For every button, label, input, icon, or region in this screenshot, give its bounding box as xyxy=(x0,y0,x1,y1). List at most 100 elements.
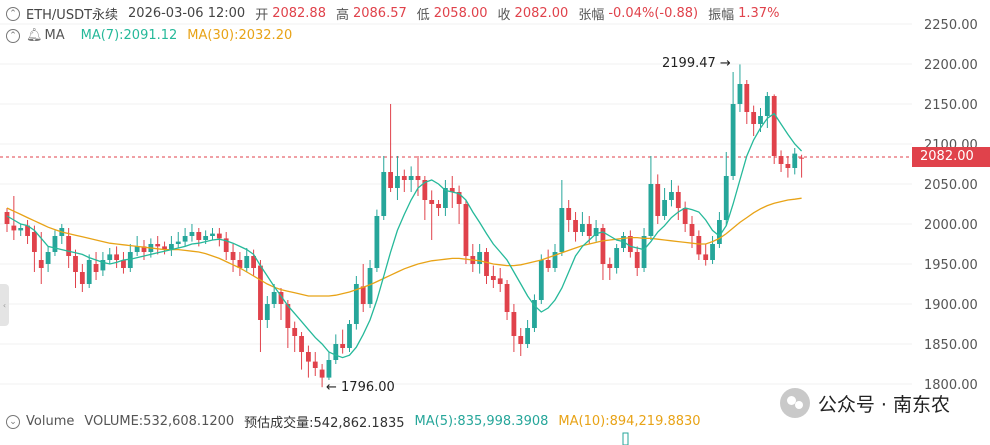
candle-body xyxy=(422,180,428,200)
candle-body xyxy=(258,265,263,320)
candle-body xyxy=(360,286,366,304)
candle-body xyxy=(696,236,702,255)
candle-body xyxy=(504,284,510,312)
close-value: 2082.00 xyxy=(514,6,569,21)
candle-body xyxy=(566,208,572,220)
price-tick-label: 1900.00 xyxy=(924,298,978,313)
candle-body xyxy=(525,328,530,344)
ma7-value: MA(7):2091.12 xyxy=(80,28,178,43)
candle-body xyxy=(395,176,400,188)
candle-body xyxy=(374,216,380,268)
change-label: 张幅 xyxy=(578,8,605,23)
close-label: 收 xyxy=(497,8,511,23)
price-tick-label: 2250.00 xyxy=(924,18,978,33)
candle-body xyxy=(689,224,695,236)
candle-body xyxy=(552,252,558,268)
volume-value: VOLUME:532,608.1200 xyxy=(84,414,235,429)
candle-body xyxy=(463,204,469,256)
volume-ma10: MA(10):894,219.8830 xyxy=(558,414,701,429)
candle-body xyxy=(319,369,325,378)
symbol-label: ETH/USDT永续 xyxy=(26,8,119,23)
collapse-chevron-icon[interactable]: ⌃ xyxy=(6,28,20,43)
candle-body xyxy=(11,225,17,231)
candle-body xyxy=(223,238,229,252)
candle-body xyxy=(299,336,304,352)
candle-body xyxy=(634,252,640,268)
candle-body xyxy=(100,260,106,271)
ma30-value: MA(30):2032.20 xyxy=(187,28,293,43)
candle-body xyxy=(730,104,736,176)
candle-body xyxy=(189,232,195,236)
candle-body xyxy=(580,224,585,232)
candle-body xyxy=(627,236,633,252)
candle-body xyxy=(559,208,565,252)
candle-body xyxy=(401,176,407,180)
candle-body xyxy=(73,256,78,272)
candle-body xyxy=(182,236,188,242)
candle-body xyxy=(45,252,51,264)
open-label: 开 xyxy=(255,8,269,23)
candle-body xyxy=(648,184,654,236)
candle-body xyxy=(799,157,804,159)
low-annotation: ← 1796.00 xyxy=(326,380,395,395)
bell-icon[interactable]: 🔔︎ xyxy=(26,28,43,43)
candle-body xyxy=(4,212,10,224)
low-label: 低 xyxy=(416,8,430,23)
drawer-handle[interactable]: ‹ xyxy=(0,284,9,326)
candle-body xyxy=(134,246,140,252)
open-value: 2082.88 xyxy=(272,6,326,21)
candle-body xyxy=(196,232,202,240)
candle-body xyxy=(593,228,599,236)
candle-body xyxy=(79,272,85,284)
indicator-name[interactable]: MA xyxy=(44,28,65,43)
candle-body xyxy=(121,260,126,268)
candle-body xyxy=(285,304,291,328)
volume-bar xyxy=(622,432,629,445)
candle-body xyxy=(408,176,414,180)
price-axis: 2250.002200.002150.002100.002050.002000.… xyxy=(924,18,978,393)
candle-body xyxy=(538,260,544,300)
volume-ma5: MA(5):835,998.3908 xyxy=(414,414,549,429)
candle-body xyxy=(312,361,318,368)
candle-body xyxy=(415,176,421,180)
price-tick-label: 2150.00 xyxy=(924,98,978,113)
wechat-logo-icon xyxy=(779,388,810,418)
candle-body xyxy=(32,232,37,252)
candle-body xyxy=(244,256,250,268)
current-price-tag: 2082.00 xyxy=(912,147,990,167)
candle-body xyxy=(682,208,688,224)
volume-title: Volume xyxy=(26,414,75,429)
candle-body xyxy=(66,236,72,256)
candle-body xyxy=(210,233,215,236)
candle-body xyxy=(162,246,167,250)
candle-body xyxy=(340,344,346,348)
chart-grid xyxy=(0,23,912,385)
candle-body xyxy=(490,276,496,280)
candle-body xyxy=(203,236,209,240)
collapse-chevron-icon[interactable]: ⌄ xyxy=(6,414,20,429)
candle-body xyxy=(737,84,743,104)
volume-estimate: 预估成交量:542,862.1835 xyxy=(244,416,405,431)
candle-body xyxy=(86,260,92,284)
candle-body xyxy=(353,284,359,324)
watermark-text: 公众号 · 南东农 xyxy=(817,393,950,416)
candle-body xyxy=(614,248,620,268)
candle-body xyxy=(251,256,256,268)
candle-body xyxy=(545,260,551,268)
candle-body xyxy=(600,228,606,264)
candle-body xyxy=(141,246,147,252)
price-tick-label: 2050.00 xyxy=(924,178,978,193)
ma30-line xyxy=(6,197,802,297)
price-tick-label: 1950.00 xyxy=(924,258,978,273)
price-tick-label: 2000.00 xyxy=(924,218,978,233)
volume-bars xyxy=(622,432,629,445)
collapse-chevron-icon[interactable]: ⌃ xyxy=(6,6,20,21)
candle-body xyxy=(25,225,30,236)
high-label: 高 xyxy=(335,8,349,23)
candle-body xyxy=(388,172,393,188)
candle-body xyxy=(662,200,667,216)
candle-body xyxy=(477,252,483,264)
candle-body xyxy=(52,236,58,252)
change-value: -0.04%(-0.88) xyxy=(608,6,699,21)
